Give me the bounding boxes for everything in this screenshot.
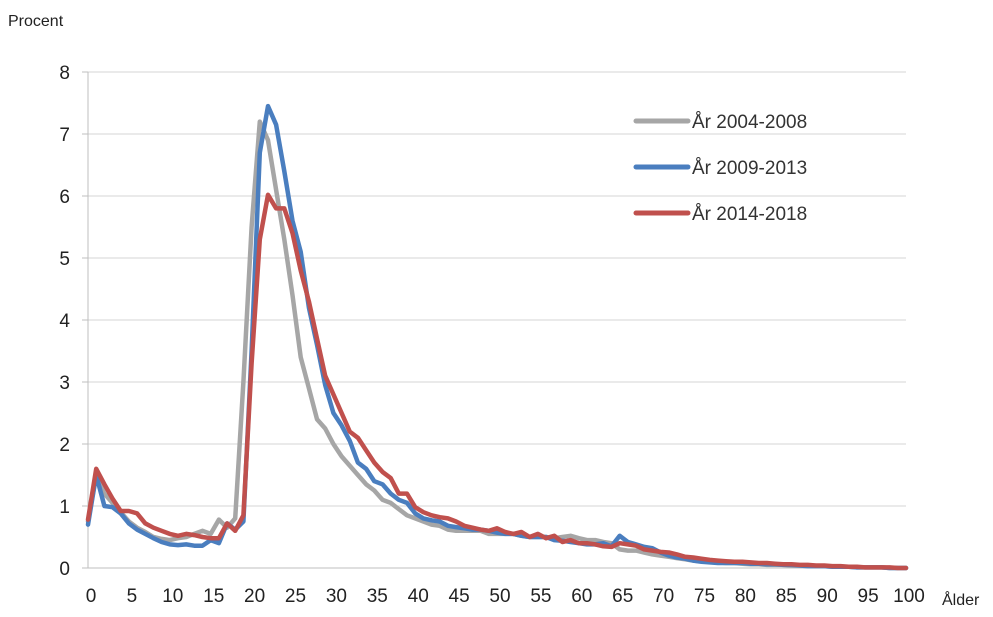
y-tick-label: 7 [59, 125, 70, 146]
y-tick-label: 3 [59, 373, 70, 394]
x-tick-label: 90 [817, 586, 838, 607]
legend: År 2004-2008 År 2009-2013 År 2014-2018 [633, 112, 807, 225]
x-tick-label: 70 [653, 586, 674, 607]
x-tick-label: 45 [449, 586, 470, 607]
x-tick-label: 15 [203, 586, 224, 607]
x-tick-label: 10 [162, 586, 183, 607]
x-tick-label: 95 [858, 586, 879, 607]
y-tick-label: 1 [59, 497, 70, 518]
y-tick-label: 0 [59, 559, 70, 580]
x-tick-label: 0 [86, 586, 97, 607]
series-line-3 [85, 192, 909, 571]
series-lines [85, 103, 909, 571]
x-tick-label: 5 [127, 586, 138, 607]
x-tick-label: 20 [244, 586, 265, 607]
axes [82, 71, 906, 569]
x-tick-label: 80 [735, 586, 756, 607]
x-tick-label: 25 [285, 586, 306, 607]
y-tick-labels: 0 1 2 3 4 5 6 7 8 [59, 63, 70, 580]
x-tick-label: 50 [489, 586, 510, 607]
y-tick-label: 2 [59, 435, 70, 456]
legend-label: År 2009-2013 [692, 158, 807, 179]
x-tick-label: 65 [612, 586, 633, 607]
x-tick-label: 55 [530, 586, 551, 607]
y-tick-label: 4 [59, 311, 70, 332]
x-tick-labels: 0 5 10 15 20 25 30 35 40 45 50 55 60 65 70 75 80 85 90 95 10… [86, 586, 925, 607]
y-tick-label: 6 [59, 187, 70, 208]
x-tick-label: 100 [893, 586, 925, 607]
gridlines [88, 71, 906, 507]
y-axis-title: Procent [8, 13, 64, 30]
y-tick-label: 5 [59, 249, 70, 270]
x-tick-label: 35 [367, 586, 388, 607]
legend-label: År 2014-2018 [692, 204, 807, 225]
x-tick-label: 30 [326, 586, 347, 607]
series-line-1 [85, 119, 909, 571]
x-tick-label: 85 [776, 586, 797, 607]
x-axis-title: Ålder [942, 590, 980, 609]
y-tick-label: 8 [59, 63, 70, 84]
x-tick-label: 75 [694, 586, 715, 607]
x-tick-label: 60 [571, 586, 592, 607]
x-tick-label: 40 [408, 586, 429, 607]
legend-label: År 2004-2008 [692, 112, 807, 133]
